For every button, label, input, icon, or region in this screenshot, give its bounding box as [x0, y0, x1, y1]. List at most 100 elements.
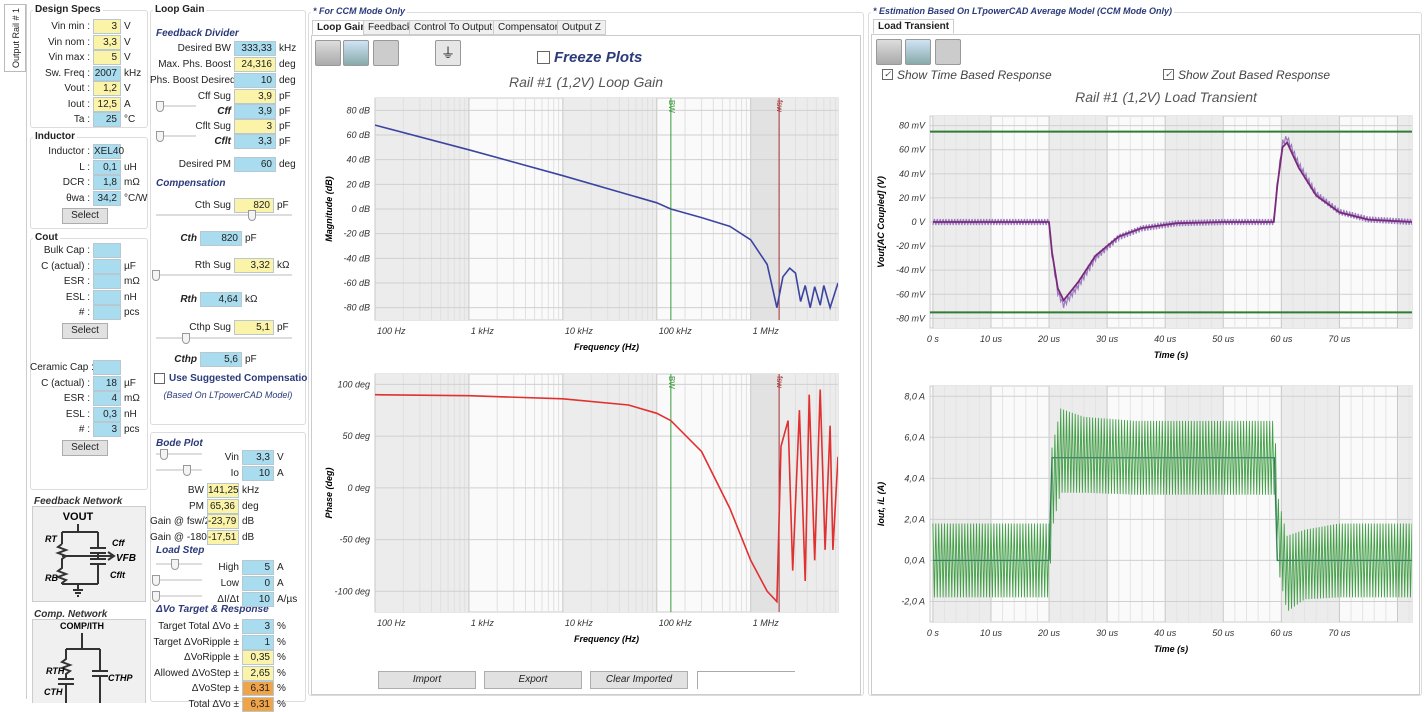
design-spec-field[interactable]: 5 — [93, 50, 121, 65]
cff-slider[interactable] — [156, 101, 196, 112]
slider-thumb[interactable] — [156, 101, 164, 112]
tab-output-z[interactable]: Output Z — [557, 20, 606, 35]
bulk-select-button[interactable]: Select — [62, 323, 108, 339]
dvo-field[interactable]: 6,31 — [242, 681, 274, 696]
bulk-cap-field[interactable] — [93, 258, 121, 274]
marker-label: BW — [667, 100, 676, 113]
ceramic-select-button[interactable]: Select — [62, 440, 108, 456]
inductor-title: Inductor — [33, 131, 77, 142]
bode-result-field[interactable]: 141,25 — [207, 483, 239, 498]
print-icon[interactable] — [315, 40, 341, 66]
dvo-field[interactable]: 2,65 — [242, 665, 274, 681]
tab-compensator[interactable]: Compensator — [493, 20, 564, 35]
cth-slider[interactable] — [156, 210, 292, 221]
loop-gain-field[interactable]: 333,33 — [234, 41, 276, 56]
slider-thumb[interactable] — [182, 465, 191, 476]
ceramic-cap-field[interactable]: 4 — [93, 391, 121, 406]
vin-slider[interactable] — [156, 449, 202, 460]
low-slider[interactable] — [152, 575, 202, 586]
bulk-cap-field[interactable] — [93, 274, 121, 289]
loop-gain-field[interactable]: 3,3 — [234, 134, 276, 149]
loop-gain-field[interactable]: 3,9 — [234, 104, 276, 119]
design-spec-field[interactable]: 3 — [93, 19, 121, 34]
filter-icon[interactable]: ⏚ — [435, 40, 461, 66]
bulk-cap-field[interactable] — [93, 243, 121, 258]
loop-gain-field[interactable]: 10 — [234, 73, 276, 88]
slider-thumb[interactable] — [152, 270, 160, 281]
slider-thumb[interactable] — [181, 333, 190, 344]
camera-icon[interactable] — [905, 39, 931, 65]
inductor-field[interactable]: 0,1 — [93, 159, 121, 175]
ceramic-cap-field[interactable]: 0,3 — [93, 406, 121, 422]
dvo-field[interactable]: 3 — [242, 619, 274, 634]
checkbox-icon[interactable] — [154, 373, 165, 384]
ceramic-cap-field[interactable] — [93, 360, 121, 375]
bulk-cap-field[interactable] — [93, 289, 121, 305]
checkbox-icon[interactable] — [537, 50, 550, 64]
loop-gain-field[interactable]: 24,316 — [234, 57, 276, 72]
design-spec-field[interactable]: 25 — [93, 112, 121, 127]
compensation-field[interactable]: 4,64 — [200, 292, 242, 307]
clipboard-icon[interactable] — [935, 39, 961, 65]
design-spec-field[interactable]: 12,5 — [93, 96, 121, 112]
bulk-cap-field[interactable] — [93, 305, 121, 320]
slider-thumb[interactable] — [152, 575, 160, 586]
loop-gain-field[interactable]: 3,9 — [234, 89, 276, 104]
slider-thumb[interactable] — [156, 131, 164, 142]
export-button[interactable]: Export — [484, 671, 582, 689]
inductor-select-button[interactable]: Select — [62, 208, 108, 224]
compensation-field[interactable]: 5,6 — [200, 352, 242, 367]
bode-input-field[interactable]: 3,3 — [242, 450, 274, 465]
cflt-slider[interactable] — [156, 131, 196, 142]
bode-result-field[interactable]: 65,36 — [207, 498, 239, 514]
show-zout-checkbox[interactable]: ✓ Show Zout Based Response — [1163, 67, 1330, 82]
compensation-field[interactable]: 5,1 — [234, 320, 274, 335]
inductor-field[interactable]: 34,2 — [93, 190, 121, 206]
compensation-field[interactable]: 820 — [200, 231, 242, 246]
slider-thumb[interactable] — [171, 559, 180, 570]
tab-load-transient[interactable]: Load Transient — [873, 19, 955, 34]
import-button[interactable]: Import — [378, 671, 476, 689]
tab-loop-gain[interactable]: Loop Gain — [312, 20, 372, 35]
design-spec-field[interactable]: 2007 — [93, 65, 121, 81]
checkmark-icon[interactable]: ✓ — [882, 69, 893, 80]
bode-result-field[interactable]: -17,51 — [207, 529, 239, 545]
dvo-field[interactable]: 1 — [242, 634, 274, 650]
loop-gain-field[interactable]: 60 — [234, 157, 276, 172]
slider-thumb[interactable] — [248, 210, 257, 221]
inductor-field[interactable]: XEL40 — [93, 144, 125, 159]
print-icon[interactable] — [876, 39, 902, 65]
load-step-field[interactable]: 5 — [242, 560, 274, 575]
bode-input-field[interactable]: 10 — [242, 466, 274, 481]
slider-thumb[interactable] — [159, 449, 168, 460]
clipboard-icon[interactable] — [373, 40, 399, 66]
ceramic-cap-field[interactable]: 18 — [93, 375, 121, 391]
slew-slider[interactable] — [152, 591, 202, 602]
ceramic-cap-field[interactable]: 3 — [93, 422, 121, 437]
high-slider[interactable] — [156, 559, 202, 570]
tab-control-to-output[interactable]: Control To Output — [409, 20, 498, 35]
rth-slider[interactable] — [152, 270, 292, 281]
dvo-field[interactable]: 0,35 — [242, 650, 274, 665]
use-suggested-checkbox[interactable]: Use Suggested Compensation — [154, 371, 313, 386]
slider-thumb[interactable] — [152, 591, 160, 602]
freeze-plots-checkbox[interactable]: Freeze Plots — [537, 48, 642, 66]
design-spec-field[interactable]: 3,3 — [93, 34, 121, 50]
design-spec-field[interactable]: 1,2 — [93, 81, 121, 96]
bode-result-field[interactable]: -23,79 — [207, 514, 239, 529]
cthp-slider[interactable] — [156, 333, 292, 344]
checkmark-icon[interactable]: ✓ — [1163, 69, 1174, 80]
side-tab-output-rail[interactable]: Output Rail # 1 — [4, 4, 26, 72]
camera-icon[interactable] — [343, 40, 369, 66]
clear-imported-button[interactable]: Clear Imported — [590, 671, 688, 689]
show-time-checkbox[interactable]: ✓ Show Time Based Response — [882, 67, 1052, 82]
dvo-field[interactable]: 6,31 — [242, 696, 274, 712]
io-slider[interactable] — [156, 465, 202, 476]
load-step-field[interactable]: 10 — [242, 592, 274, 607]
load-step-field[interactable]: 0 — [242, 576, 274, 591]
inductor-field[interactable]: 1,8 — [93, 175, 121, 190]
loop-gain-field[interactable]: 3 — [234, 119, 276, 134]
compensation-field[interactable]: 3,32 — [234, 258, 274, 273]
import-status-field[interactable] — [697, 671, 795, 689]
feedback-divider-title: Feedback Divider — [156, 28, 239, 39]
